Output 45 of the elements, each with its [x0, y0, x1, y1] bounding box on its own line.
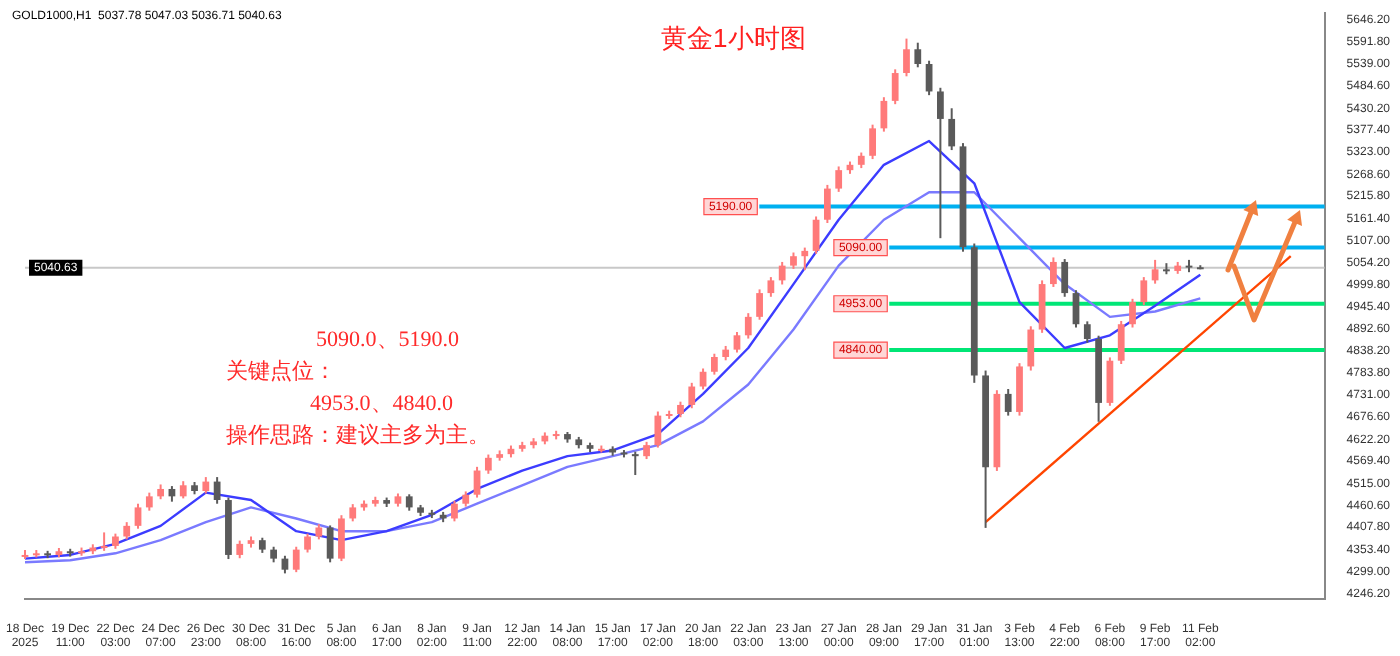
candlestick: [767, 276, 775, 298]
candlestick: [699, 367, 707, 391]
annotation: 5090.0、5190.0: [316, 327, 460, 352]
candlestick: [631, 450, 639, 477]
candlestick: [304, 532, 311, 554]
candlestick: [744, 312, 752, 340]
candlestick: [778, 260, 786, 286]
annotation: 关键点位：: [226, 357, 336, 384]
candlestick: [914, 41, 922, 69]
candlestick: [1061, 258, 1069, 298]
candlestick: [1140, 276, 1148, 306]
candlestick: [1016, 362, 1023, 417]
candlestick: [1129, 297, 1136, 329]
candlestick: [756, 288, 763, 321]
candlestick: [688, 381, 696, 410]
candlestick: [1027, 325, 1035, 372]
candlestick: [733, 331, 741, 354]
candlestick: [1004, 387, 1012, 417]
candlestick: [710, 352, 718, 376]
candlestick: [869, 123, 876, 161]
candlestick: [484, 453, 492, 475]
text: 黄金1小时图: [661, 23, 806, 54]
candlestick: [326, 524, 334, 564]
candlestick: [823, 183, 831, 225]
candlestick: [880, 96, 888, 133]
candlestick: [100, 531, 108, 552]
candlestick: [891, 68, 899, 106]
candlestick: [937, 86, 944, 240]
candlestick: [1083, 320, 1091, 344]
candlestick: [948, 107, 956, 152]
candlestick: [1117, 319, 1125, 365]
annotation: 操作思路：建议主多为主。: [226, 421, 490, 448]
candlestick: [1038, 279, 1046, 334]
candlestick: [213, 476, 221, 505]
candlestick: [338, 514, 345, 563]
candlestick: [801, 246, 809, 272]
candlestick: [654, 410, 662, 449]
candlestick: [451, 499, 458, 523]
candlestick: [134, 502, 142, 530]
candlestick: [835, 165, 843, 193]
candlestick: [1050, 256, 1057, 288]
annotation: 4953.0、4840.0: [310, 391, 454, 416]
candlestick: [903, 37, 910, 78]
candlestick: [292, 545, 300, 574]
candlestick: [145, 491, 153, 512]
